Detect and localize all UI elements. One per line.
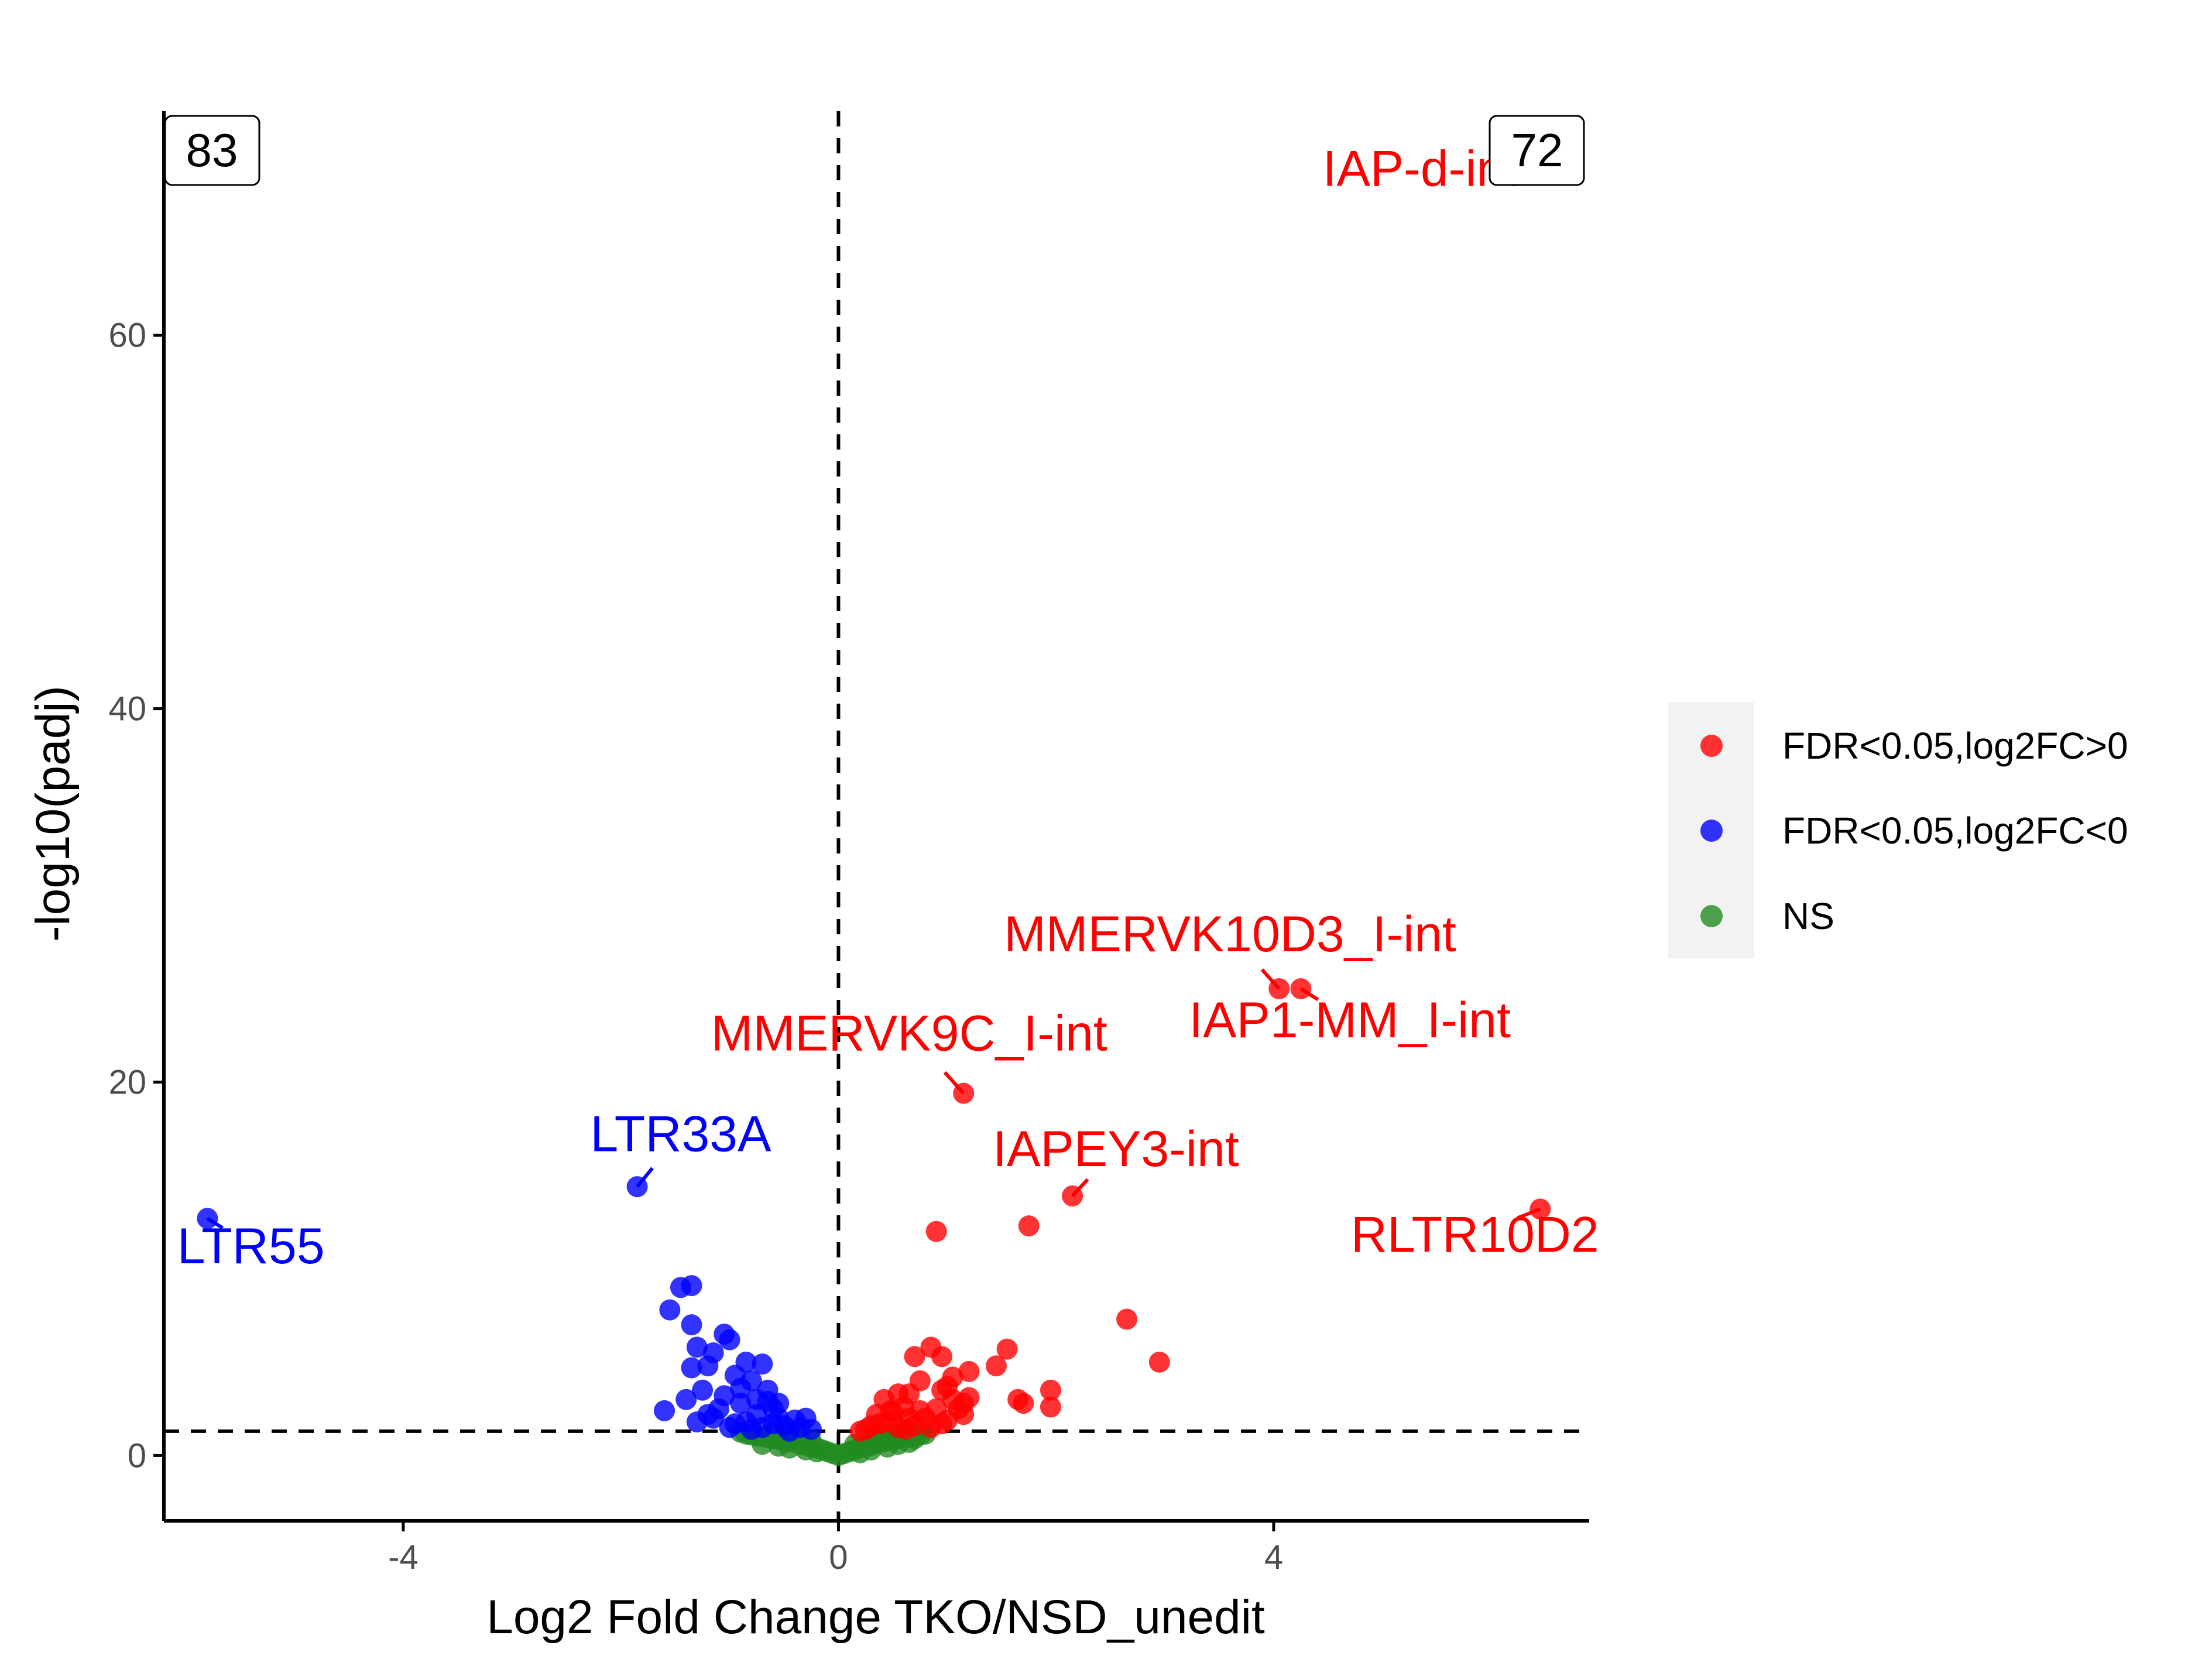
down-count: 83 bbox=[186, 124, 238, 176]
annotation-leader bbox=[943, 1071, 965, 1095]
data-point bbox=[719, 1417, 740, 1438]
data-point bbox=[654, 1400, 675, 1421]
gene-label: IAP1-MM_I-int bbox=[1189, 992, 1511, 1048]
annotation-leader bbox=[1260, 968, 1281, 990]
annotation-leader bbox=[1071, 1178, 1089, 1198]
annotation-leader bbox=[1517, 1207, 1541, 1220]
data-point bbox=[1116, 1308, 1138, 1330]
gene-label: LTR33A bbox=[590, 1106, 771, 1162]
data-point bbox=[730, 1377, 752, 1399]
y-tick-label: 60 bbox=[108, 317, 146, 355]
y-tick-label: 0 bbox=[128, 1437, 146, 1475]
data-point bbox=[985, 1355, 1007, 1377]
legend-label-down: FDR<0.05,log2FC<0 bbox=[1782, 810, 2128, 852]
legend-key-ns bbox=[1700, 905, 1723, 927]
data-point bbox=[719, 1329, 740, 1350]
data-point bbox=[779, 1420, 800, 1442]
x-tick-label: 0 bbox=[829, 1538, 848, 1576]
legend: FDR<0.05,log2FC>0 FDR<0.05,log2FC<0 NS bbox=[1668, 702, 2128, 958]
data-point bbox=[681, 1314, 702, 1336]
data-point bbox=[762, 1413, 784, 1435]
data-point bbox=[681, 1275, 702, 1297]
y-axis-title: -log10(padj) bbox=[26, 685, 80, 942]
data-point bbox=[800, 1418, 822, 1440]
annotation-leader bbox=[206, 1216, 224, 1230]
data-point bbox=[752, 1353, 773, 1375]
data-point bbox=[895, 1418, 917, 1440]
data-point bbox=[925, 1221, 947, 1242]
data-point bbox=[1148, 1351, 1170, 1373]
down-count-box: 83 bbox=[164, 115, 260, 186]
annotation-leader bbox=[1299, 987, 1319, 1002]
y-tick-label: 40 bbox=[108, 690, 146, 728]
legend-label-up: FDR<0.05,log2FC>0 bbox=[1782, 725, 2128, 767]
data-point bbox=[1040, 1396, 1061, 1418]
data-point bbox=[740, 1418, 762, 1440]
data-point bbox=[702, 1407, 724, 1429]
gene-label: IAP-d-int bbox=[1323, 141, 1519, 197]
gene-label: IAPEY3-int bbox=[993, 1121, 1239, 1177]
data-point bbox=[692, 1379, 714, 1401]
data-point bbox=[686, 1411, 708, 1432]
x-tick-label: -4 bbox=[388, 1538, 419, 1576]
data-point bbox=[768, 1393, 790, 1414]
gene-label: LTR55 bbox=[177, 1218, 325, 1274]
data-point bbox=[675, 1389, 697, 1410]
data-point bbox=[659, 1299, 681, 1321]
up-count: 72 bbox=[1511, 124, 1563, 176]
data-point bbox=[697, 1355, 719, 1377]
data-point bbox=[730, 1393, 752, 1414]
data-point bbox=[931, 1346, 953, 1367]
data-point bbox=[904, 1346, 925, 1367]
data-point bbox=[958, 1360, 980, 1382]
data-point bbox=[1013, 1393, 1034, 1414]
data-point bbox=[915, 1407, 937, 1429]
legend-key-up bbox=[1700, 735, 1723, 757]
gene-label: MMERVK9C_I-int bbox=[711, 1005, 1107, 1061]
data-point bbox=[996, 1338, 1018, 1360]
y-tick-label: 20 bbox=[108, 1063, 146, 1101]
data-point bbox=[681, 1357, 702, 1379]
x-axis-title: Log2 Fold Change TKO/NSD_unedit bbox=[486, 1591, 1265, 1644]
data-point bbox=[1040, 1379, 1061, 1401]
x-tick-label: 4 bbox=[1264, 1538, 1283, 1576]
legend-label-ns: NS bbox=[1782, 895, 1834, 937]
data-point bbox=[849, 1420, 871, 1442]
gene-annotations: IAP-d-int MMERVK10D3_I-int IAP1-MM_I-int MM… bbox=[177, 141, 1599, 1274]
data-point bbox=[880, 1400, 901, 1421]
data-point bbox=[958, 1387, 980, 1408]
annotation-leader bbox=[636, 1167, 654, 1188]
data-point bbox=[746, 1389, 768, 1410]
gene-label: MMERVK10D3_I-int bbox=[1004, 906, 1456, 962]
data-point bbox=[686, 1336, 708, 1358]
gene-label: RLTR10D2 bbox=[1351, 1207, 1599, 1263]
up-count-box: 72 bbox=[1489, 115, 1585, 186]
data-point bbox=[1018, 1215, 1040, 1237]
legend-key-down bbox=[1700, 820, 1723, 842]
